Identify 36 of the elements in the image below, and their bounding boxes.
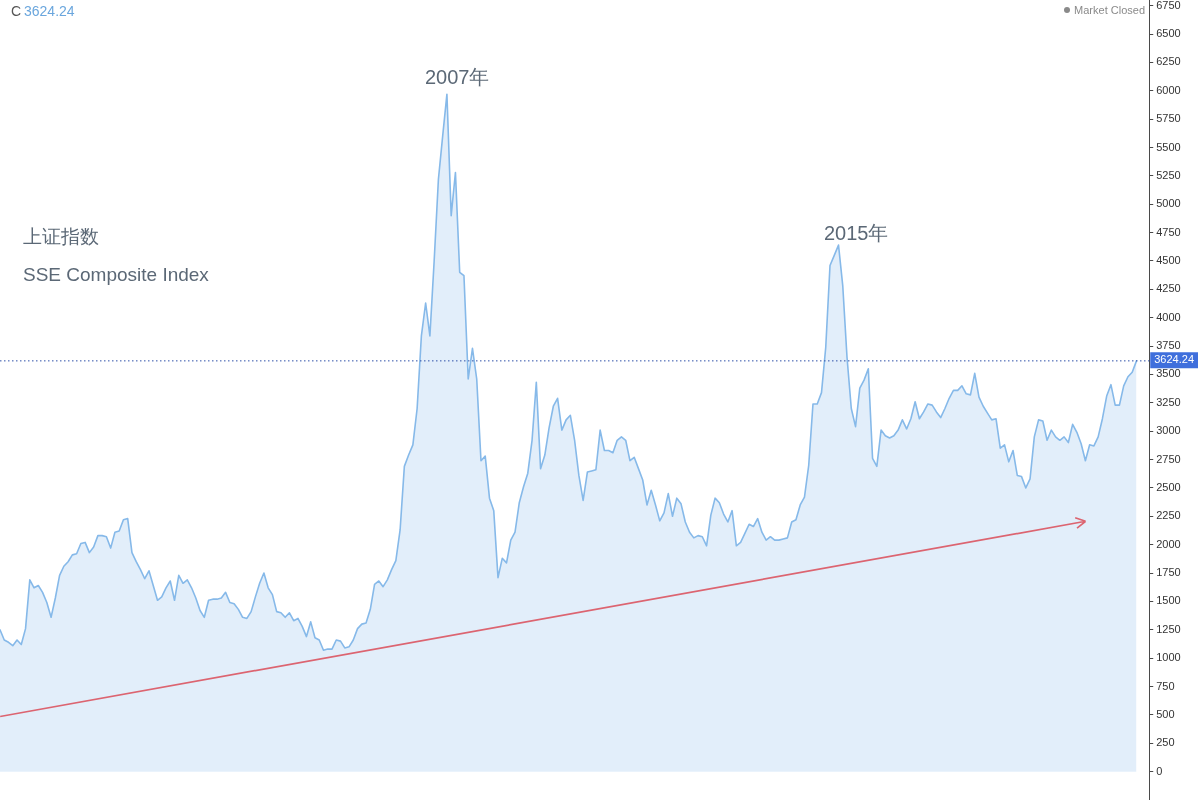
text: SSE Composite Index (23, 264, 209, 286)
y-tick-label: 2500 (1156, 480, 1181, 493)
y-tick-label: 5000 (1156, 197, 1181, 210)
y-tick-label: 4750 (1156, 225, 1181, 238)
y-tick-label: 6750 (1156, 0, 1181, 11)
y-tick-label: 1250 (1156, 622, 1181, 635)
y-tick-label: 3750 (1156, 339, 1181, 352)
y-tick-label: 5500 (1156, 140, 1181, 153)
y-tick-label: 1500 (1156, 594, 1181, 607)
y-tick-label: 750 (1156, 679, 1175, 692)
y-tick-label: 6500 (1156, 27, 1181, 40)
annotation: 2015年 (824, 222, 889, 245)
annotation: Market Closed (1074, 4, 1145, 17)
y-tick-label: 6000 (1156, 83, 1181, 96)
ref-line-label: 3624.24 (1154, 353, 1194, 366)
y-tick-label: 4250 (1156, 282, 1181, 295)
y-tick-label: 1000 (1156, 651, 1181, 664)
y-tick-label: 2000 (1156, 537, 1181, 550)
y-tick-label: 5250 (1156, 168, 1181, 181)
text: 上证指数 (23, 226, 99, 248)
y-tick-label: 3500 (1156, 367, 1181, 380)
y-tick-label: 500 (1156, 707, 1175, 720)
y-tick-label: 3250 (1156, 395, 1181, 408)
y-tick-label: 250 (1156, 736, 1175, 749)
y-tick-label: 2250 (1156, 509, 1181, 522)
y-tick-label: 4500 (1156, 254, 1181, 267)
annotation: C (11, 3, 22, 20)
y-tick-label: 4000 (1156, 310, 1181, 323)
y-tick-label: 2750 (1156, 452, 1181, 465)
annotation: 3624.24 (24, 3, 75, 20)
y-tick-label: 1750 (1156, 566, 1181, 579)
y-tick-label: 5750 (1156, 112, 1181, 125)
y-tick-label: 3000 (1156, 424, 1181, 437)
annotation: 2007年 (425, 66, 490, 89)
y-tick-label: 6250 (1156, 55, 1181, 68)
y-tick-label: 0 (1156, 764, 1163, 777)
